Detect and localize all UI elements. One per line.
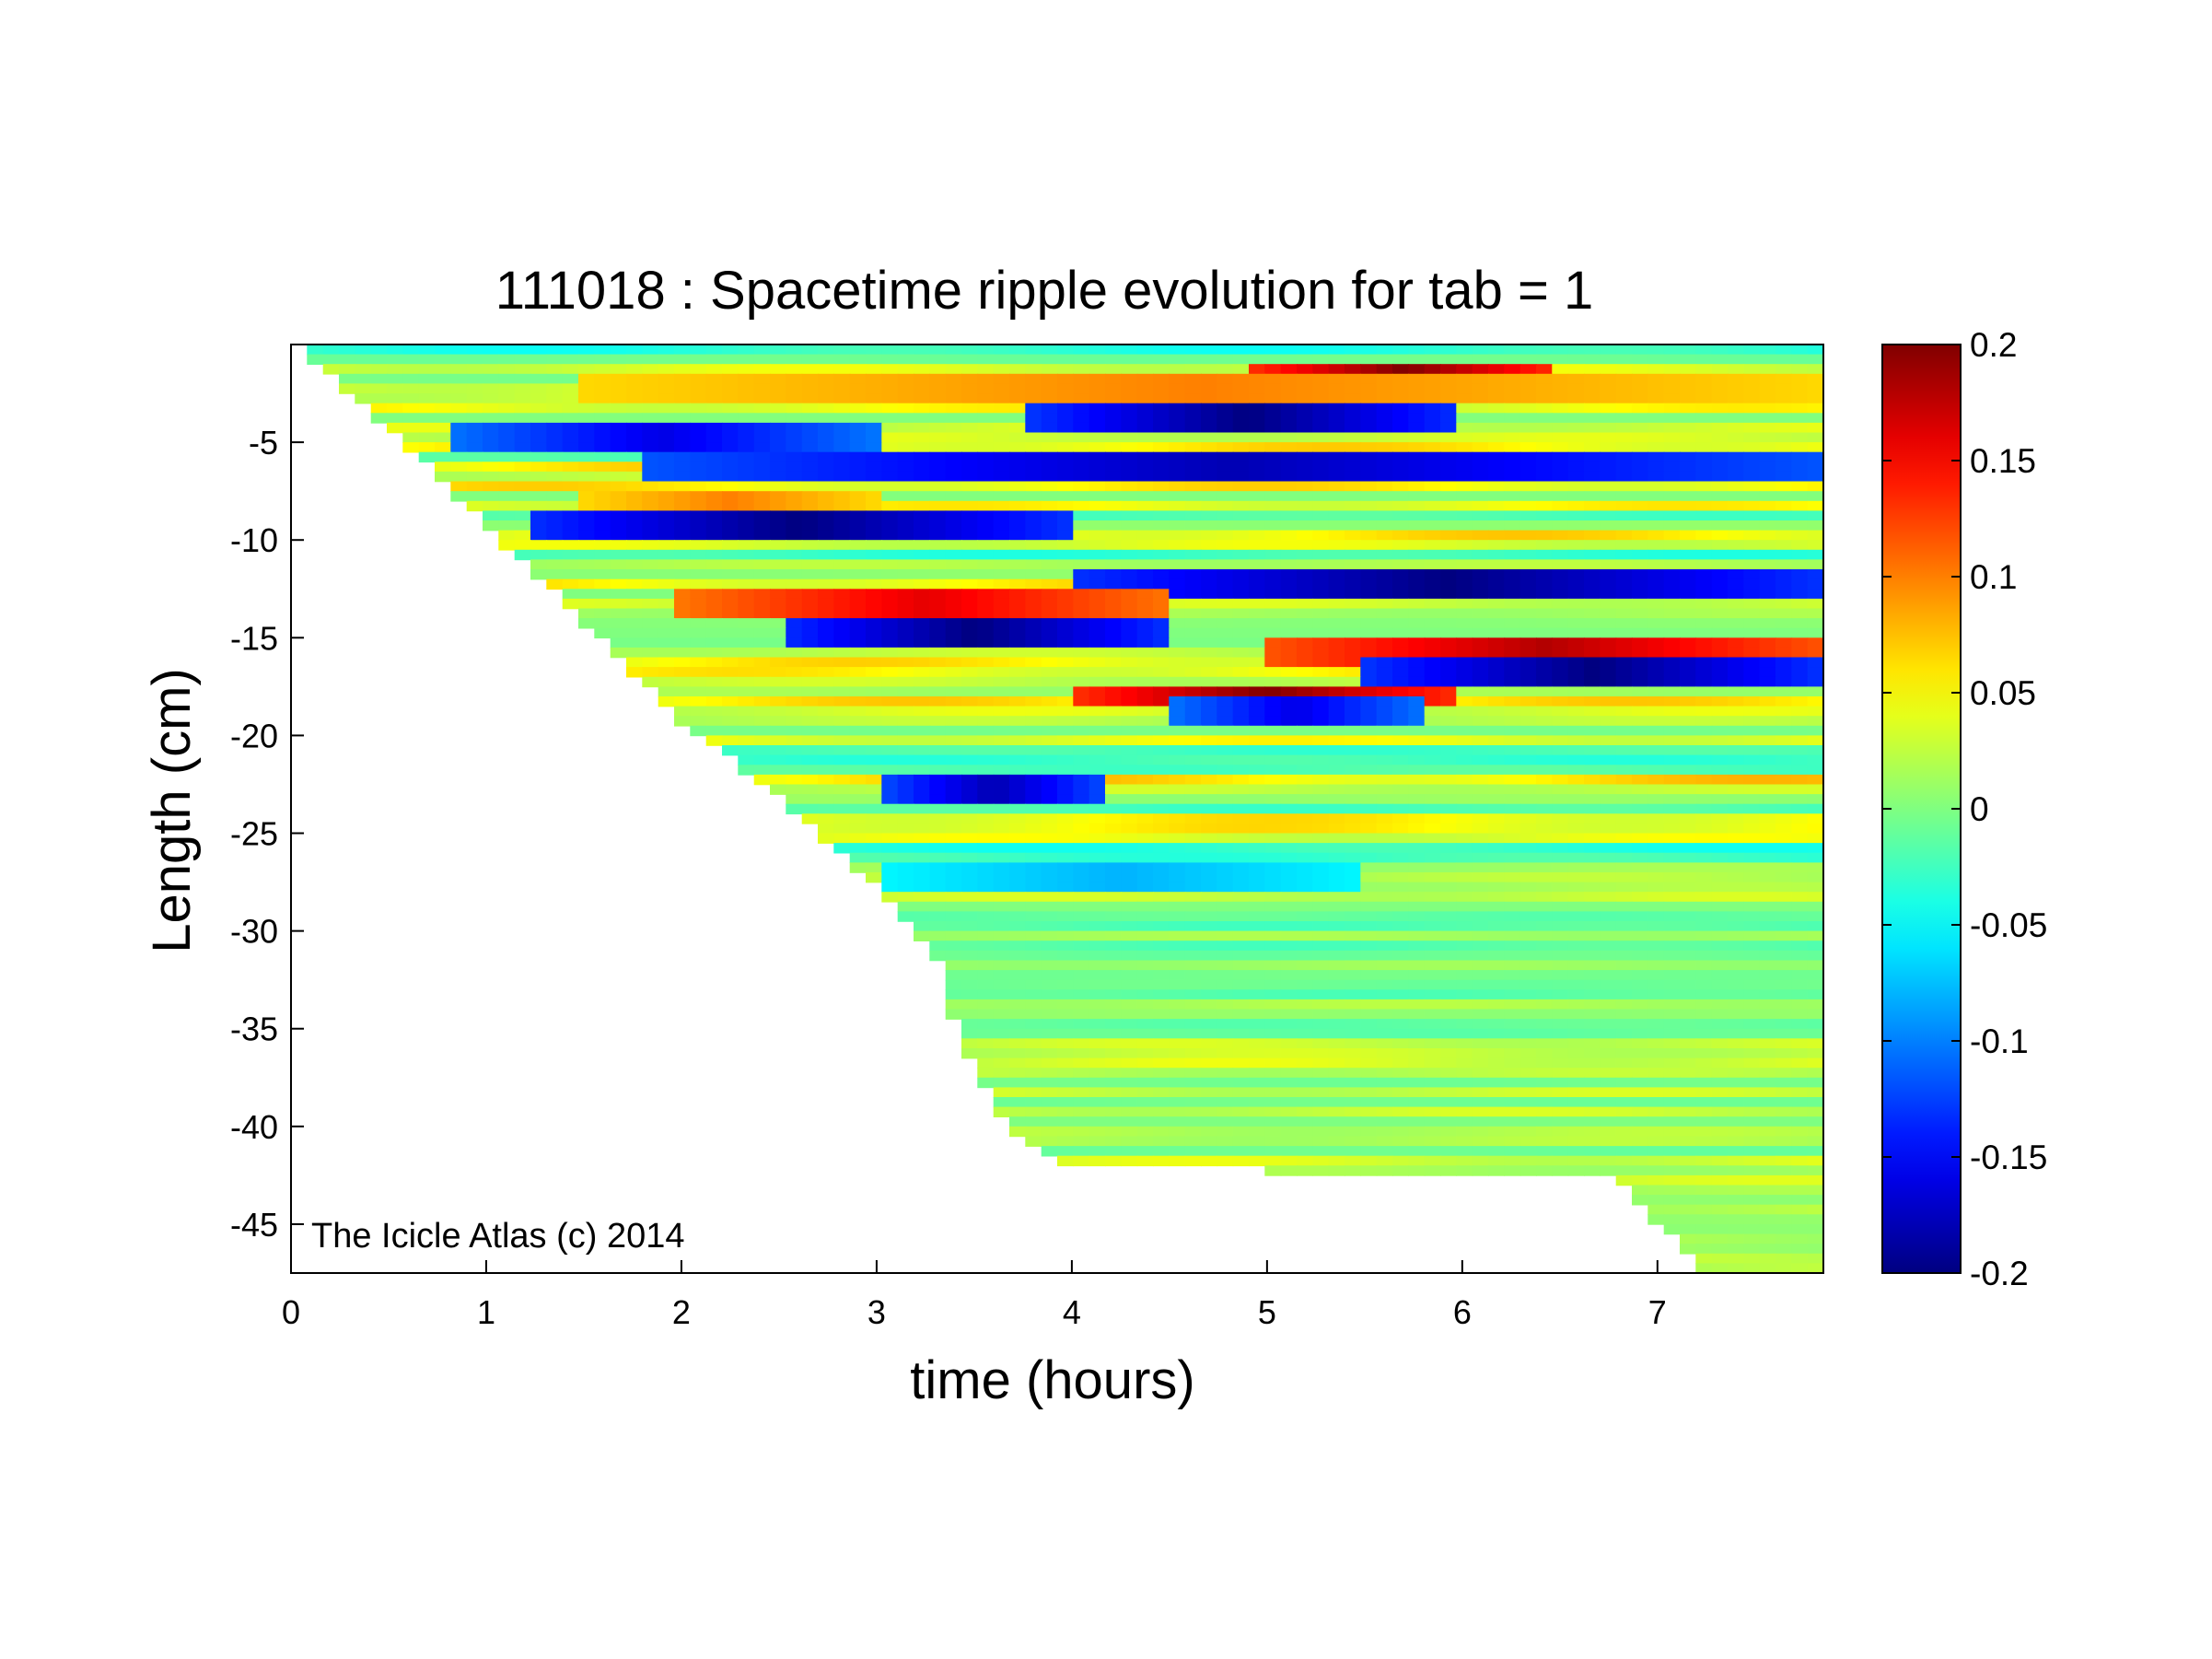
plot-frame [290,344,1824,1274]
colorbar-tick-label: -0.05 [1970,906,2047,944]
colorbar-ticks: 0.2 0.15 0.1 0.05 0 -0.05 -0.1 -0.15 -0.2 [1882,326,2047,1292]
y-tick-label: -35 [230,1011,278,1048]
colorbar-tick-label: 0.2 [1970,326,2017,364]
x-tick-label: 2 [672,1293,691,1331]
colorbar-tick-label: 0.15 [1970,442,2036,480]
colorbar-tick-label: 0.1 [1970,558,2017,596]
x-tick-label: 3 [867,1293,886,1331]
y-tick-label: -5 [249,424,278,461]
y-tick-label: -25 [230,815,278,853]
x-axis: 0 1 2 3 4 5 6 7 [282,1260,1667,1331]
x-tick-label: 6 [1453,1293,1472,1331]
chart-title: 111018 : Spacetime ripple evolution for … [495,261,1593,321]
y-tick-label: -10 [230,521,278,559]
colorbar-gradient [1881,344,1962,1274]
x-axis-label: time (hours) [910,1350,1194,1410]
x-tick-label: 5 [1258,1293,1276,1331]
x-tick-label: 4 [1063,1293,1081,1331]
x-tick-label: 1 [477,1293,495,1331]
x-tick-label: 7 [1648,1293,1667,1331]
y-tick-label: -15 [230,619,278,657]
colorbar: 0.2 0.15 0.1 0.05 0 -0.05 -0.1 -0.15 -0.2 [1881,326,2047,1292]
y-tick-label: -30 [230,913,278,951]
y-axis: -5 -10 -15 -20 -25 -30 -35 -40 -45 [230,424,304,1244]
y-tick-label: -20 [230,717,278,754]
watermark-annotation: The Icicle Atlas (c) 2014 [311,1217,685,1256]
y-tick-label: -45 [230,1206,278,1244]
colorbar-tick-label: -0.15 [1970,1139,2047,1176]
x-tick-label: 0 [282,1293,300,1331]
y-tick-label: -40 [230,1108,278,1146]
colorbar-tick-label: -0.1 [1970,1022,2029,1060]
colorbar-tick-label: -0.2 [1970,1255,2029,1292]
y-axis-label: Length (cm) [142,668,202,952]
colorbar-tick-label: 0 [1970,790,1989,828]
colorbar-tick-label: 0.05 [1970,674,2036,712]
heatmap-area [307,345,1823,1273]
